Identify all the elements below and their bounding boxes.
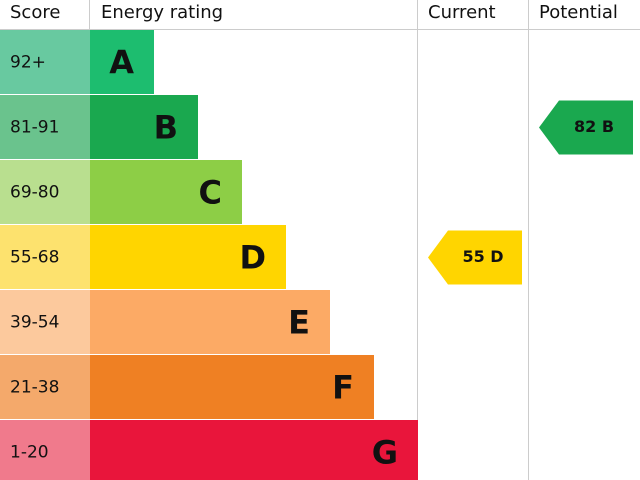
- score-label: 1-20: [10, 443, 49, 463]
- score-cell: [0, 290, 90, 354]
- rating-bar: [90, 160, 242, 224]
- rating-bar: [90, 355, 374, 419]
- header-current: Current: [428, 2, 496, 23]
- rating-bar: [90, 95, 198, 159]
- score-cell: [0, 420, 90, 480]
- rating-letter: G: [372, 434, 398, 472]
- score-label: 21-38: [10, 378, 59, 398]
- rating-letter: F: [332, 369, 354, 407]
- header-score: Score: [10, 2, 60, 23]
- rating-letter: E: [288, 304, 310, 342]
- score-label: 92+: [10, 53, 46, 73]
- header-potential: Potential: [539, 2, 618, 23]
- score-cell: [0, 30, 90, 94]
- rating-letter: B: [154, 109, 178, 147]
- score-label: 69-80: [10, 183, 59, 203]
- rating-bar: [90, 30, 154, 94]
- score-cell: [0, 95, 90, 159]
- score-label: 55-68: [10, 248, 59, 268]
- score-cell: [0, 225, 90, 289]
- rating-letter: C: [199, 174, 222, 212]
- score-label: 81-91: [10, 118, 59, 138]
- header-rating: Energy rating: [101, 2, 223, 23]
- current-label: 55 D: [462, 247, 503, 266]
- score-cell: [0, 355, 90, 419]
- potential-label: 82 B: [574, 117, 614, 136]
- rating-letter: D: [239, 239, 266, 277]
- potential-arrow: [539, 100, 633, 155]
- rating-letter: A: [109, 44, 134, 82]
- score-cell: [0, 160, 90, 224]
- rating-bar: [90, 290, 330, 354]
- score-label: 39-54: [10, 313, 59, 333]
- current-arrow: [428, 230, 522, 285]
- rating-bar: [90, 225, 286, 289]
- rating-bar: [90, 420, 418, 480]
